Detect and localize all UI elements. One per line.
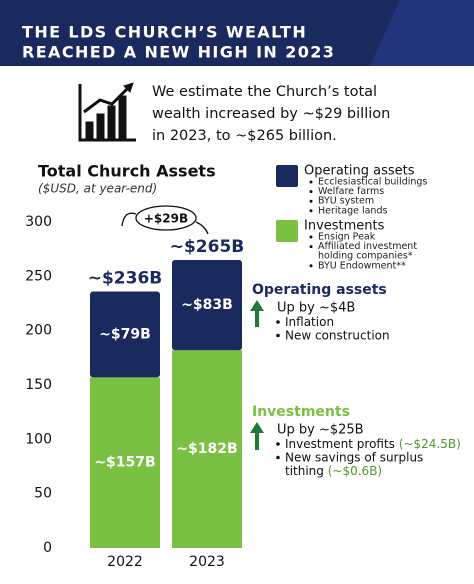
- header-accent: [370, 0, 474, 66]
- bullet: [309, 264, 313, 268]
- bullet: [309, 199, 313, 203]
- legend-item: Affiliated investment: [318, 241, 417, 252]
- y-tick-label: 100: [25, 431, 52, 447]
- value-label: ~$182B: [176, 441, 237, 457]
- y-tick-label: 0: [43, 540, 52, 556]
- x-tick-label: 2022: [107, 554, 143, 570]
- bullet-note: (~$0.6B): [328, 464, 382, 478]
- bullet-note: (~$24.5B): [399, 437, 461, 451]
- x-tick-label: 2023: [189, 554, 225, 570]
- bullet: [309, 209, 313, 213]
- callout-heading: Investments: [252, 404, 350, 420]
- bullet-text: Investment profits: [285, 437, 395, 451]
- legend-label: Operating assets: [304, 164, 415, 179]
- y-tick-label: 300: [25, 214, 52, 230]
- value-label: ~$157B: [94, 455, 155, 471]
- chart-area: 0 50 100 150 200 250 300 ~$157B ~$79B ~$236B 2022 ~…: [25, 205, 245, 570]
- value-label: ~$79B: [99, 326, 151, 342]
- y-tick-label: 150: [25, 377, 52, 393]
- bullet: [276, 333, 280, 338]
- y-tick-label: 50: [34, 486, 52, 502]
- callout-change: Up by ~$4B: [277, 301, 355, 316]
- total-label: ~$236B: [88, 269, 163, 289]
- intro-text: in 2023, to ~$265 billion.: [152, 128, 337, 144]
- callout-bullet: Investment profits (~$24.5B): [285, 437, 461, 451]
- bullet: [309, 190, 313, 194]
- bullet: [276, 320, 280, 324]
- y-tick-label: 250: [25, 268, 52, 284]
- up-arrow: [250, 300, 264, 327]
- callout-bullet: tithing (~$0.6B): [285, 464, 382, 478]
- legend-label: Investments: [304, 219, 385, 234]
- up-arrow: [250, 422, 264, 450]
- bar-segment: [172, 260, 242, 351]
- legend-swatch: [276, 220, 298, 242]
- total-label: ~$265B: [170, 237, 245, 257]
- change-arrow: [121, 212, 137, 227]
- callout-bullet: New construction: [285, 328, 390, 342]
- header-title: THE LDS CHURCH’S WEALTH: [22, 23, 307, 42]
- legend-item: holding companies*: [318, 251, 413, 262]
- bullet-text: tithing: [285, 464, 324, 478]
- bullet: [276, 455, 280, 460]
- growth-icon: [78, 82, 136, 142]
- bullet: [309, 245, 313, 249]
- bar-segment: [172, 350, 242, 548]
- bar-segment: [90, 377, 160, 548]
- callout-heading: Operating assets: [252, 282, 387, 298]
- value-label: ~$83B: [181, 297, 233, 313]
- intro-text: wealth increased by ~$29 billion: [152, 106, 390, 122]
- legend-item: BYU Endowment**: [318, 260, 406, 271]
- intro-text: We estimate the Church’s total: [152, 84, 377, 100]
- bullet-text: New construction: [285, 328, 390, 342]
- legend-swatch: [276, 165, 298, 187]
- callout-change: Up by ~$25B: [277, 423, 364, 438]
- legend-item: Welfare farms: [318, 186, 384, 197]
- change-label: +$29B: [144, 212, 188, 226]
- legend-item: Ecclesiastical buildings: [318, 177, 427, 188]
- legend-item: BYU system: [318, 196, 374, 207]
- change-bubble: [135, 205, 197, 231]
- bullet-text: Inflation: [285, 315, 334, 329]
- chart-subtitle: ($USD, at year-end): [38, 182, 157, 196]
- bullet-text: New savings of surplus: [285, 450, 423, 464]
- bullet: [309, 180, 313, 184]
- callout-bullet: New savings of surplus: [285, 450, 423, 464]
- legend-item: Ensign Peak: [318, 232, 376, 243]
- chart-title: Total Church Assets: [38, 162, 216, 181]
- change-arrow: [195, 221, 209, 235]
- legend-item: Heritage lands: [318, 205, 387, 216]
- header-title: REACHED A NEW HIGH IN 2023: [22, 43, 335, 62]
- bar-segment: [90, 291, 160, 378]
- bullet: [309, 235, 313, 239]
- callout-bullet: Inflation: [285, 315, 334, 329]
- bullet: [276, 442, 280, 446]
- y-tick-label: 200: [25, 323, 52, 339]
